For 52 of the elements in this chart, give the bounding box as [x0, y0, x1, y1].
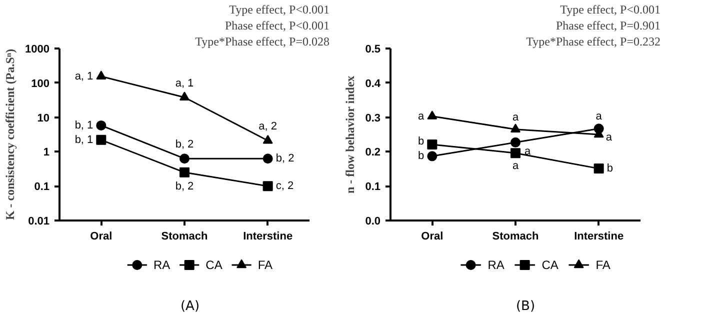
- annotation: Type*Phase effect, P=0.232: [526, 34, 660, 48]
- x-tick-label: Interstine: [574, 230, 624, 242]
- annotation: b, 2: [175, 180, 194, 192]
- y-tick-label: 0.4: [365, 78, 382, 90]
- annotation: b: [606, 162, 613, 175]
- annotation: a: [512, 160, 520, 172]
- x-tick-label: Interstine: [243, 230, 293, 242]
- text: (A): [180, 298, 200, 314]
- y-tick-label: 0.2: [365, 146, 381, 159]
- legend-label: FA: [258, 258, 273, 272]
- annotation: b: [418, 150, 424, 162]
- y-axis-title: K - consistency coefficient (Pa.Sⁿ): [3, 48, 18, 220]
- text: Phase effect, P<0.001: [224, 18, 330, 32]
- text: Type effect, P<0.001: [229, 2, 330, 16]
- y-tick-label: 0.1: [34, 181, 50, 194]
- annotation: b, 1: [74, 134, 94, 146]
- x-tick-label: Stomach: [492, 230, 540, 242]
- legend-label: CA: [206, 258, 222, 272]
- annotation: c, 2: [276, 180, 294, 192]
- annotation: b: [418, 135, 424, 148]
- annotation: b, 2: [175, 138, 194, 151]
- annotation: a, 2: [258, 120, 278, 133]
- x-tick-label: Stomach: [161, 230, 208, 242]
- text: Phase effect, P=0.901: [556, 18, 661, 32]
- annotation: a: [418, 110, 426, 122]
- y-tick-label: 0.0: [365, 216, 381, 228]
- y-tick-label: 1000: [25, 44, 50, 56]
- annotation: a: [596, 110, 603, 123]
- y-tick-label: 0.01: [28, 216, 50, 228]
- legend-label: FA: [596, 258, 610, 272]
- y-tick-label: 100: [31, 78, 50, 90]
- legend-label: RA: [488, 258, 504, 272]
- annotation: a, 1: [175, 77, 194, 90]
- annotation: Type*Phase effect, P=0.028: [195, 34, 330, 48]
- x-tick-label: Oral: [90, 230, 112, 242]
- annotation: a: [606, 132, 613, 144]
- y-tick-label: 0.5: [365, 44, 381, 56]
- annotation: b, 2: [276, 152, 294, 165]
- text: (B): [516, 298, 536, 314]
- y-tick-label: 1: [43, 146, 50, 159]
- legend-label: CA: [542, 258, 558, 272]
- y-tick-label: 10: [37, 112, 50, 124]
- y-tick-label: 0.1: [365, 181, 381, 194]
- annotation: a, 1: [74, 70, 94, 82]
- x-tick-label: Oral: [421, 230, 444, 242]
- annotation: a: [524, 145, 532, 158]
- legend-label: RA: [153, 258, 170, 272]
- y-axis-title: n - flow behavior index: [343, 76, 358, 194]
- annotation: a: [512, 111, 520, 124]
- annotation: b, 1: [74, 119, 94, 132]
- text: Type effect, P<0.001: [560, 2, 661, 16]
- y-tick-label: 0.3: [365, 112, 381, 124]
